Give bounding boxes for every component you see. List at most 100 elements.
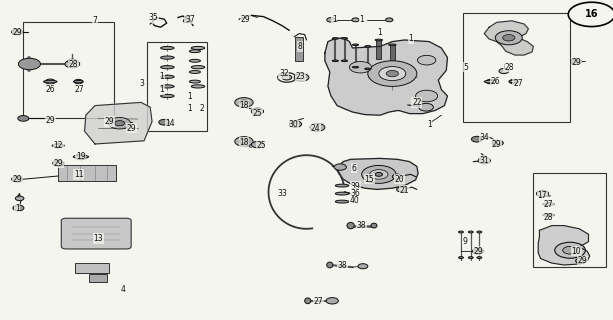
Text: 38: 38 [357, 221, 367, 230]
Circle shape [503, 35, 515, 41]
Circle shape [282, 75, 292, 80]
Bar [75, 263, 109, 273]
Text: 3: 3 [140, 79, 145, 88]
Bar [295, 37, 303, 61]
Text: 24: 24 [311, 124, 321, 132]
Ellipse shape [335, 184, 349, 187]
Ellipse shape [189, 71, 200, 74]
Text: 23: 23 [295, 72, 305, 81]
Text: 27: 27 [75, 85, 85, 94]
Ellipse shape [365, 46, 371, 47]
Ellipse shape [375, 39, 383, 41]
Circle shape [240, 139, 248, 144]
Circle shape [12, 176, 23, 182]
Ellipse shape [468, 231, 473, 233]
Circle shape [392, 174, 402, 179]
Text: 36: 36 [351, 189, 360, 198]
Circle shape [568, 2, 613, 27]
Circle shape [74, 79, 83, 84]
Text: 25: 25 [253, 109, 262, 118]
Text: 30: 30 [288, 120, 298, 129]
Bar [463, 13, 570, 122]
Polygon shape [338, 158, 418, 189]
Circle shape [495, 31, 522, 45]
Circle shape [417, 55, 436, 65]
Circle shape [397, 187, 406, 192]
Polygon shape [538, 226, 590, 265]
Text: 1: 1 [159, 85, 164, 94]
Circle shape [536, 190, 549, 197]
Text: 27: 27 [314, 297, 324, 306]
Text: 1: 1 [159, 72, 164, 81]
Text: 29: 29 [492, 140, 501, 148]
Text: 18: 18 [239, 101, 249, 110]
Ellipse shape [477, 257, 482, 259]
Text: 5: 5 [463, 63, 468, 72]
Text: 25: 25 [257, 141, 267, 150]
Circle shape [571, 59, 582, 64]
Text: 4: 4 [120, 285, 125, 294]
Circle shape [18, 116, 29, 121]
Text: 22: 22 [412, 98, 422, 107]
Text: 18: 18 [239, 138, 249, 147]
Text: 14: 14 [166, 119, 175, 128]
Text: 1: 1 [188, 104, 192, 113]
Text: 1: 1 [378, 28, 383, 36]
Text: 29: 29 [240, 15, 250, 24]
Text: 31: 31 [479, 156, 489, 164]
Circle shape [115, 121, 124, 126]
Circle shape [368, 61, 417, 86]
Text: 35: 35 [148, 13, 158, 22]
Circle shape [75, 154, 86, 160]
Text: 19: 19 [76, 152, 86, 161]
Text: 38: 38 [337, 261, 347, 270]
Circle shape [379, 67, 406, 81]
Circle shape [327, 18, 335, 22]
Ellipse shape [335, 200, 349, 203]
Circle shape [251, 141, 264, 148]
Ellipse shape [161, 85, 174, 88]
Ellipse shape [459, 257, 463, 259]
Ellipse shape [352, 44, 359, 46]
FancyBboxPatch shape [61, 218, 131, 249]
Circle shape [358, 264, 368, 269]
Circle shape [159, 119, 170, 125]
Ellipse shape [73, 155, 88, 158]
Ellipse shape [509, 81, 519, 83]
Circle shape [18, 58, 40, 70]
Text: 29: 29 [127, 124, 137, 132]
Circle shape [240, 100, 248, 105]
Text: 27: 27 [513, 79, 523, 88]
Text: 12: 12 [53, 141, 63, 150]
Circle shape [375, 172, 383, 176]
Text: 26: 26 [490, 77, 500, 86]
Ellipse shape [484, 80, 497, 83]
Ellipse shape [335, 192, 349, 195]
Circle shape [65, 60, 80, 68]
Ellipse shape [191, 46, 205, 50]
Ellipse shape [189, 60, 200, 62]
Circle shape [68, 59, 77, 64]
Text: 20: 20 [395, 175, 405, 184]
Circle shape [352, 18, 359, 22]
Circle shape [555, 242, 585, 258]
Circle shape [576, 258, 587, 264]
Circle shape [416, 90, 438, 102]
Text: 26: 26 [45, 85, 55, 94]
Bar [23, 22, 114, 118]
Text: 34: 34 [479, 133, 489, 142]
Ellipse shape [371, 223, 377, 228]
Text: 10: 10 [571, 247, 581, 256]
Circle shape [486, 79, 495, 84]
Text: 8: 8 [298, 42, 303, 51]
Circle shape [473, 248, 484, 254]
Ellipse shape [189, 50, 200, 53]
Circle shape [492, 140, 503, 146]
Text: 2: 2 [200, 104, 205, 113]
Ellipse shape [332, 60, 338, 61]
Text: 15: 15 [364, 175, 374, 184]
Ellipse shape [52, 144, 64, 147]
Text: 29: 29 [104, 117, 114, 126]
Bar [390, 45, 395, 64]
Text: 1: 1 [15, 204, 20, 212]
